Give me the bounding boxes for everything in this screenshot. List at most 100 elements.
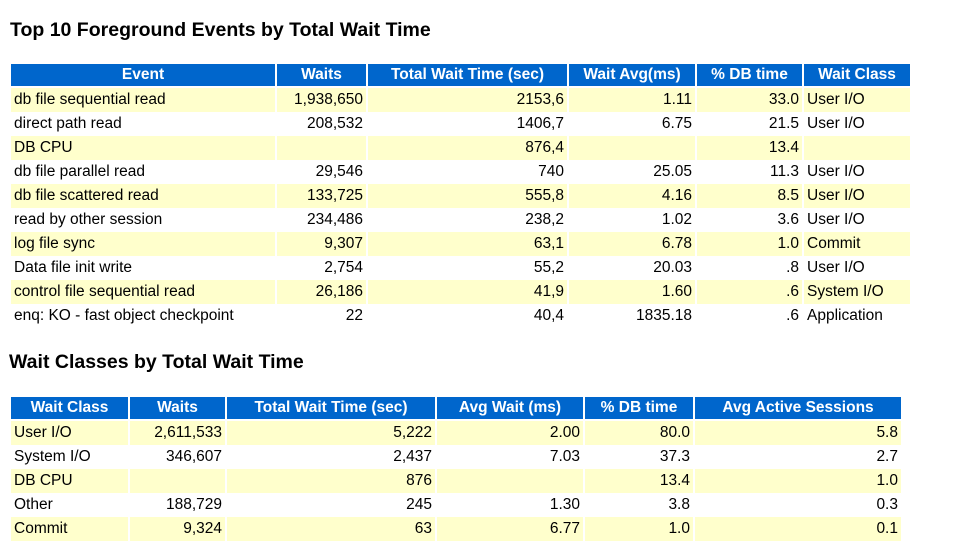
table-row: control file sequential read 26,186 41,9… xyxy=(11,280,910,304)
cell-db-time: .8 xyxy=(697,256,802,280)
cell-wait-avg xyxy=(569,136,695,160)
column-header-waits: Waits xyxy=(130,397,225,421)
column-header-avg-wait: Avg Wait (ms) xyxy=(437,397,583,421)
cell-event: log file sync xyxy=(11,232,275,256)
cell-wait-class: Commit xyxy=(804,232,910,256)
table-header-row: Event Waits Total Wait Time (sec) Wait A… xyxy=(11,64,910,88)
cell-wait-class: Commit xyxy=(11,517,128,541)
cell-db-time: 13.4 xyxy=(585,469,693,493)
cell-wait-class: User I/O xyxy=(804,112,910,136)
cell-waits: 29,546 xyxy=(277,160,366,184)
cell-avg-wait xyxy=(437,469,583,493)
cell-wait-class: Other xyxy=(11,493,128,517)
cell-db-time: 8.5 xyxy=(697,184,802,208)
cell-total-wait-time: 55,2 xyxy=(368,256,567,280)
column-header-db-time: % DB time xyxy=(697,64,802,88)
cell-total-wait-time: 2153,6 xyxy=(368,88,567,112)
cell-avg-active-sessions: 5.8 xyxy=(695,421,901,445)
cell-db-time: .6 xyxy=(697,304,802,328)
cell-wait-class: DB CPU xyxy=(11,469,128,493)
cell-total-wait-time: 5,222 xyxy=(227,421,435,445)
wait-classes-title: Wait Classes by Total Wait Time xyxy=(9,351,304,373)
cell-db-time: 37.3 xyxy=(585,445,693,469)
cell-total-wait-time: 2,437 xyxy=(227,445,435,469)
cell-wait-avg: 1.02 xyxy=(569,208,695,232)
cell-waits xyxy=(277,136,366,160)
cell-event: control file sequential read xyxy=(11,280,275,304)
table-row: db file sequential read 1,938,650 2153,6… xyxy=(11,88,910,112)
cell-event: db file sequential read xyxy=(11,88,275,112)
cell-waits xyxy=(130,469,225,493)
cell-event: Data file init write xyxy=(11,256,275,280)
column-header-wait-avg: Wait Avg(ms) xyxy=(569,64,695,88)
cell-db-time: 11.3 xyxy=(697,160,802,184)
table-row: Other 188,729 245 1.30 3.8 0.3 xyxy=(11,493,901,517)
cell-waits: 208,532 xyxy=(277,112,366,136)
table-row: Data file init write 2,754 55,2 20.03 .8… xyxy=(11,256,910,280)
column-header-avg-active-sessions: Avg Active Sessions xyxy=(695,397,901,421)
cell-db-time: 13.4 xyxy=(697,136,802,160)
cell-waits: 1,938,650 xyxy=(277,88,366,112)
cell-waits: 2,611,533 xyxy=(130,421,225,445)
cell-avg-active-sessions: 0.1 xyxy=(695,517,901,541)
column-header-db-time: % DB time xyxy=(585,397,693,421)
cell-total-wait-time: 245 xyxy=(227,493,435,517)
cell-waits: 2,754 xyxy=(277,256,366,280)
cell-total-wait-time: 1406,7 xyxy=(368,112,567,136)
cell-wait-avg: 1835.18 xyxy=(569,304,695,328)
cell-total-wait-time: 40,4 xyxy=(368,304,567,328)
cell-db-time: 80.0 xyxy=(585,421,693,445)
table-row: User I/O 2,611,533 5,222 2.00 80.0 5.8 xyxy=(11,421,901,445)
cell-total-wait-time: 41,9 xyxy=(368,280,567,304)
cell-waits: 188,729 xyxy=(130,493,225,517)
cell-avg-active-sessions: 2.7 xyxy=(695,445,901,469)
cell-wait-class: User I/O xyxy=(804,256,910,280)
cell-total-wait-time: 555,8 xyxy=(368,184,567,208)
cell-wait-avg: 1.60 xyxy=(569,280,695,304)
table-row: Commit 9,324 63 6.77 1.0 0.1 xyxy=(11,517,901,541)
foreground-events-title: Top 10 Foreground Events by Total Wait T… xyxy=(10,19,431,41)
cell-wait-class: System I/O xyxy=(11,445,128,469)
cell-db-time: 33.0 xyxy=(697,88,802,112)
column-header-wait-class: Wait Class xyxy=(11,397,128,421)
cell-total-wait-time: 740 xyxy=(368,160,567,184)
cell-wait-avg: 20.03 xyxy=(569,256,695,280)
column-header-wait-class: Wait Class xyxy=(804,64,910,88)
foreground-events-table: Event Waits Total Wait Time (sec) Wait A… xyxy=(9,64,912,328)
cell-db-time: 21.5 xyxy=(697,112,802,136)
table-row: direct path read 208,532 1406,7 6.75 21.… xyxy=(11,112,910,136)
cell-total-wait-time: 238,2 xyxy=(368,208,567,232)
table-row: db file parallel read 29,546 740 25.05 1… xyxy=(11,160,910,184)
cell-event: enq: KO - fast object checkpoint xyxy=(11,304,275,328)
column-header-event: Event xyxy=(11,64,275,88)
cell-wait-avg: 6.75 xyxy=(569,112,695,136)
cell-total-wait-time: 876,4 xyxy=(368,136,567,160)
column-header-total-wait-time: Total Wait Time (sec) xyxy=(368,64,567,88)
cell-wait-class: User I/O xyxy=(804,160,910,184)
cell-avg-wait: 2.00 xyxy=(437,421,583,445)
cell-waits: 234,486 xyxy=(277,208,366,232)
cell-db-time: 1.0 xyxy=(697,232,802,256)
cell-avg-wait: 1.30 xyxy=(437,493,583,517)
cell-wait-avg: 1.11 xyxy=(569,88,695,112)
cell-avg-active-sessions: 0.3 xyxy=(695,493,901,517)
cell-total-wait-time: 63,1 xyxy=(368,232,567,256)
cell-waits: 9,324 xyxy=(130,517,225,541)
cell-event: db file scattered read xyxy=(11,184,275,208)
column-header-total-wait-time: Total Wait Time (sec) xyxy=(227,397,435,421)
cell-event: DB CPU xyxy=(11,136,275,160)
cell-avg-wait: 7.03 xyxy=(437,445,583,469)
cell-db-time: 3.8 xyxy=(585,493,693,517)
cell-avg-active-sessions: 1.0 xyxy=(695,469,901,493)
cell-avg-wait: 6.77 xyxy=(437,517,583,541)
cell-wait-avg: 6.78 xyxy=(569,232,695,256)
cell-wait-avg: 25.05 xyxy=(569,160,695,184)
wait-classes-table: Wait Class Waits Total Wait Time (sec) A… xyxy=(9,397,903,541)
cell-db-time: .6 xyxy=(697,280,802,304)
cell-db-time: 3.6 xyxy=(697,208,802,232)
cell-wait-class: User I/O xyxy=(11,421,128,445)
cell-wait-class xyxy=(804,136,910,160)
cell-waits: 133,725 xyxy=(277,184,366,208)
cell-wait-class: System I/O xyxy=(804,280,910,304)
cell-waits: 26,186 xyxy=(277,280,366,304)
